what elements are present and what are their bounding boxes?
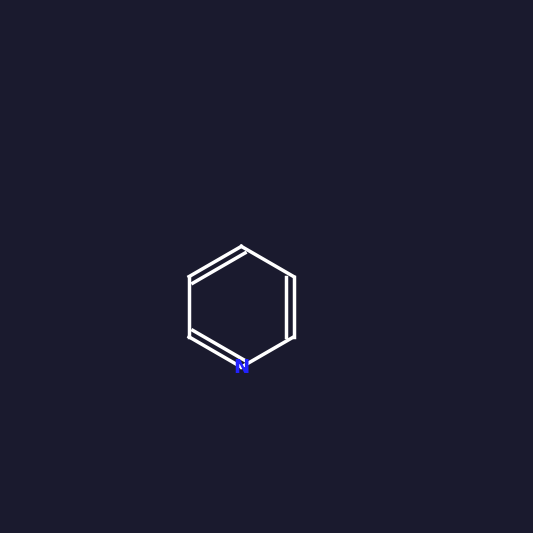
Text: N: N (233, 358, 249, 377)
